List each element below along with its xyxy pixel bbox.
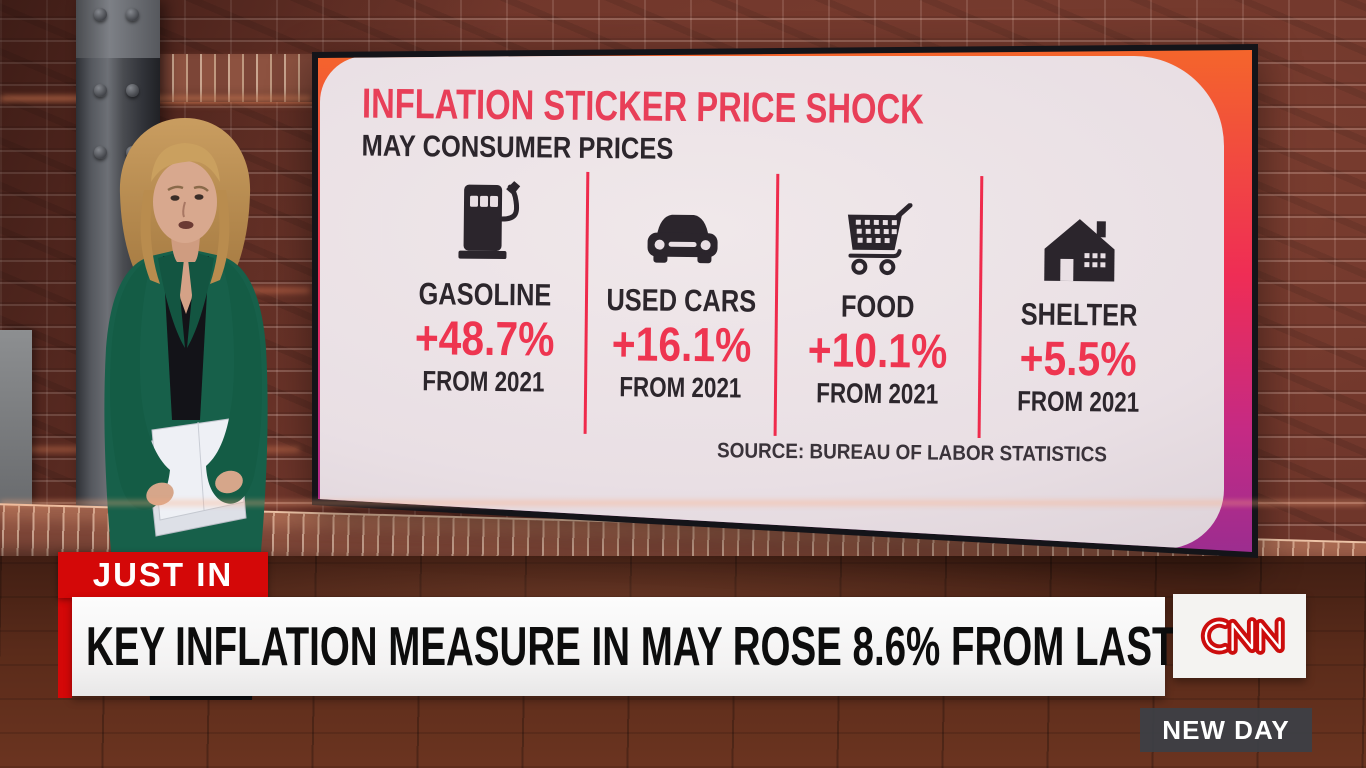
stat-column-shelter: SHELTER +5.5% FROM 2021 [980, 176, 1177, 440]
board-gradient-border [318, 50, 1252, 552]
rivet [126, 84, 139, 97]
car-icon [639, 176, 726, 273]
rivet [126, 8, 139, 21]
ledge-accent-light [0, 501, 1366, 505]
lapel-right [187, 250, 214, 348]
neck [171, 236, 200, 262]
lapel-left [158, 250, 185, 348]
hand-left [146, 482, 174, 506]
gas-pump-icon [443, 170, 528, 267]
stat-value: +16.1% [611, 318, 752, 373]
kicker-label: JUST IN [92, 556, 234, 593]
board-title: INFLATION STICKER PRICE SHOCK [361, 79, 925, 133]
stat-sub: FROM 2021 [1016, 385, 1139, 418]
board-subtitle: MAY CONSUMER PRICES [361, 129, 674, 166]
stat-sub: FROM 2021 [422, 365, 546, 398]
stat-value: +5.5% [1019, 332, 1137, 387]
mouth [178, 221, 194, 229]
board-content: INFLATION STICKER PRICE SHOCK MAY CONSUM… [309, 37, 1260, 564]
show-name: NEW DAY [1162, 714, 1290, 745]
eyebrow-right [193, 185, 209, 192]
stat-sub: FROM 2021 [619, 371, 742, 404]
inflation-graphic-board: INFLATION STICKER PRICE SHOCK MAY CONSUM… [312, 42, 1258, 559]
source-attribution: SOURCE: BUREAU OF LABOR STATISTICS [716, 439, 1107, 467]
stat-value: +10.1% [807, 324, 948, 379]
stat-column-food: FOOD +10.1% FROM 2021 [776, 173, 983, 439]
hair-side-right [210, 190, 230, 284]
stat-value: +48.7% [414, 312, 555, 367]
news-anchor [104, 118, 268, 700]
stat-columns: GASOLINE +48.7% FROM 2021 [316, 169, 1178, 440]
stat-sub: FROM 2021 [816, 377, 939, 410]
stat-label: GASOLINE [418, 276, 552, 313]
board-panel [320, 56, 1224, 549]
kicker-badge: JUST IN [58, 552, 268, 598]
arm-left [110, 258, 170, 510]
brick-soldier-course [160, 54, 338, 102]
nose [182, 201, 186, 218]
headline-banner: KEY INFLATION MEASURE IN MAY ROSE 8.6% F… [72, 597, 1293, 696]
stat-column-used-cars: USED CARS +16.1% FROM 2021 [587, 171, 780, 436]
hair-fringe [151, 143, 220, 182]
eye-right [194, 194, 204, 200]
arm-right [206, 258, 262, 504]
headline-text: KEY INFLATION MEASURE IN MAY ROSE 8.6% F… [86, 615, 1293, 677]
rivet [94, 146, 107, 159]
steel-beam-cap [76, 0, 160, 58]
hair-side-left [140, 190, 160, 284]
cnn-logo-icon [1200, 617, 1285, 655]
stat-column-gasoline: GASOLINE +48.7% FROM 2021 [316, 169, 590, 434]
show-badge: NEW DAY [1140, 708, 1312, 752]
shopping-cart-icon [835, 183, 922, 280]
stat-label: SHELTER [1020, 296, 1138, 333]
hand-right [215, 470, 243, 494]
stat-label: FOOD [841, 288, 916, 325]
eye-left [170, 195, 180, 201]
network-logo-box [1173, 594, 1306, 678]
house-icon [1036, 191, 1123, 288]
rivet [94, 84, 107, 97]
stat-label: USED CARS [606, 282, 757, 319]
eyebrow-left [167, 185, 184, 192]
rivet [94, 8, 107, 21]
